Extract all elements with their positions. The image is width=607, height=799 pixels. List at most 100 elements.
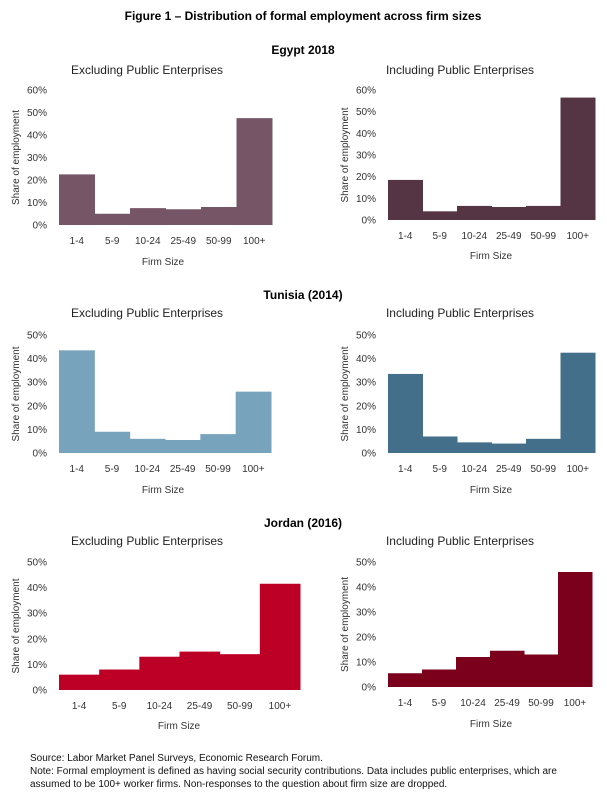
x-tick-label: 10-24 [460, 698, 486, 709]
y-tick-label: 10% [27, 425, 47, 436]
x-tick-label: 100+ [566, 464, 589, 475]
bar-10-24 [457, 205, 492, 220]
bar-25-49 [490, 650, 525, 687]
x-tick-label: 5-9 [112, 701, 127, 712]
bar-100+ [560, 97, 596, 220]
chart-3: Including Public Enterprises 0% 10% 20% 30% 4… [340, 306, 596, 496]
x-tick-label: 10-24 [135, 236, 161, 247]
y-tick-label: 20% [27, 401, 47, 412]
y-tick-label: 20% [27, 176, 47, 187]
figure-title: Figure 1 – Distribution of formal employ… [125, 9, 482, 23]
bar-5-9 [422, 436, 458, 453]
y-tick-label: 40% [356, 129, 376, 140]
y-tick-label: 0% [33, 221, 48, 232]
y-tick-label: 30% [356, 608, 376, 619]
y-tick-label: 40% [27, 354, 47, 365]
bar-25-49 [165, 440, 201, 453]
y-tick-label: 40% [27, 131, 47, 142]
x-tick-label: 100+ [566, 231, 589, 242]
y-tick-label: 60% [356, 86, 376, 97]
bar-1-4 [59, 174, 95, 226]
bar-100+ [560, 352, 596, 453]
y-tick-label: 30% [356, 378, 376, 389]
x-axis-label: Firm Size [142, 257, 185, 268]
y-tick-label: 0% [33, 686, 48, 697]
bar-100+ [259, 583, 301, 690]
y-tick-label: 60% [27, 86, 47, 97]
chart-4: Excluding Public Enterprises 0% 10% 20% 30% 4… [11, 534, 301, 732]
bar-1-4 [59, 674, 100, 690]
bar-50-99 [526, 438, 561, 453]
bar-10-24 [130, 208, 166, 226]
y-tick-label: 10% [356, 658, 376, 669]
x-tick-label: 1-4 [398, 464, 413, 475]
x-tick-label: 10-24 [461, 464, 487, 475]
bar-5-9 [94, 213, 131, 225]
x-tick-label: 5-9 [105, 464, 120, 475]
x-axis-label: Firm Size [142, 485, 185, 496]
y-tick-label: 10% [27, 660, 47, 671]
y-axis-label: Share of employment [340, 577, 351, 672]
bar-5-9 [99, 669, 140, 690]
x-tick-label: 100+ [564, 698, 587, 709]
bar-50-99 [524, 654, 559, 687]
y-axis-label: Share of employment [340, 346, 351, 441]
note-text: Note: Formal employment is defined as ha… [30, 766, 557, 790]
y-tick-label: 30% [27, 378, 47, 389]
x-tick-label: 1-4 [398, 231, 413, 242]
bar-5-9 [422, 211, 458, 220]
bar-50-99 [526, 205, 561, 220]
chart-subtitle: Including Public Enterprises [386, 534, 534, 548]
charts-container: Excluding Public Enterprises 0% 10% 20% 30% 4… [11, 63, 596, 732]
x-tick-label: 10-24 [135, 464, 161, 475]
y-tick-label: 0% [362, 216, 377, 227]
x-tick-label: 25-49 [187, 701, 213, 712]
source-text: Source: Labor Market Panel Surveys, Econ… [30, 753, 323, 764]
y-tick-label: 30% [27, 153, 47, 164]
y-tick-label: 50% [27, 558, 47, 569]
y-tick-label: 30% [27, 609, 47, 620]
x-tick-label: 25-49 [170, 464, 196, 475]
chart-subtitle: Excluding Public Enterprises [71, 306, 223, 320]
x-tick-label: 5-9 [432, 698, 447, 709]
bar-50-99 [219, 654, 261, 690]
bar-1-4 [59, 350, 95, 453]
bar-100+ [235, 391, 272, 453]
y-tick-label: 40% [356, 354, 376, 365]
x-tick-label: 25-49 [494, 698, 520, 709]
y-tick-label: 0% [33, 449, 48, 460]
y-tick-label: 10% [27, 198, 47, 209]
x-tick-label: 50-99 [530, 231, 556, 242]
y-axis-label: Share of employment [11, 578, 22, 673]
chart-subtitle: Excluding Public Enterprises [71, 63, 223, 77]
y-tick-label: 40% [356, 583, 376, 594]
bar-10-24 [457, 442, 492, 453]
bar-25-49 [491, 207, 527, 220]
bar-10-24 [456, 657, 491, 687]
y-tick-label: 50% [27, 331, 47, 342]
panel-title-jordan: Jordan (2016) [264, 516, 342, 530]
y-tick-label: 20% [356, 633, 376, 644]
x-tick-label: 5-9 [433, 464, 448, 475]
x-tick-label: 5-9 [105, 236, 120, 247]
y-tick-label: 0% [362, 449, 377, 460]
y-tick-label: 50% [27, 108, 47, 119]
bar-25-49 [491, 443, 527, 453]
x-axis-label: Firm Size [470, 251, 513, 262]
x-tick-label: 50-99 [530, 464, 556, 475]
chart-1: Including Public Enterprises 0% 10% 20% 30% 4… [340, 63, 596, 262]
y-axis-label: Share of employment [340, 107, 351, 202]
chart-subtitle: Including Public Enterprises [386, 63, 534, 77]
bar-50-99 [200, 434, 237, 453]
chart-0: Excluding Public Enterprises 0% 10% 20% 30% 4… [11, 63, 273, 268]
chart-2: Excluding Public Enterprises 0% 10% 20% 30% 4… [11, 306, 272, 496]
x-axis-label: Firm Size [470, 485, 513, 496]
bar-10-24 [129, 438, 166, 453]
y-tick-label: 40% [27, 583, 47, 594]
chart-5: Including Public Enterprises 0% 10% 20% 30% 4… [340, 534, 593, 730]
chart-subtitle: Excluding Public Enterprises [71, 534, 223, 548]
y-tick-label: 50% [356, 558, 376, 569]
x-tick-label: 50-99 [227, 701, 253, 712]
bar-5-9 [94, 431, 131, 453]
y-axis-label: Share of employment [11, 346, 22, 441]
